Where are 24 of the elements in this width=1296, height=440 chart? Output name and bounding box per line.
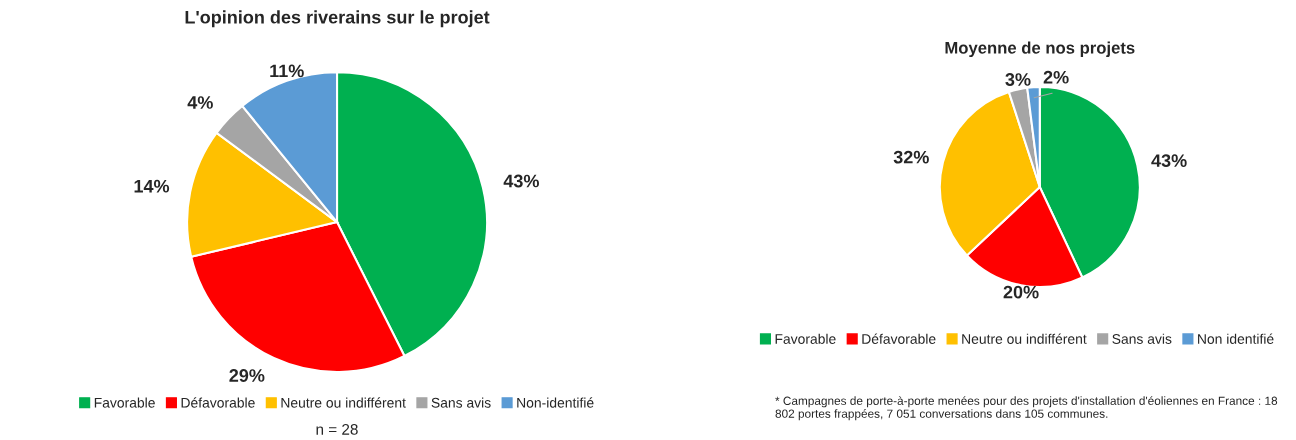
legend-label: Sans avis xyxy=(1112,333,1172,344)
data-label: 43% xyxy=(503,174,539,188)
data-label: 29% xyxy=(229,369,265,382)
data-label: 43% xyxy=(1151,154,1187,168)
legend-label: Sans avis xyxy=(431,397,491,408)
legend-label: Neutre ou indifférent xyxy=(281,397,406,408)
legend-label: Non-identifié xyxy=(517,397,594,408)
data-label: 4% xyxy=(187,96,213,109)
legend-label: Favorable xyxy=(94,397,155,408)
legend-label: Favorable xyxy=(775,333,836,344)
legend-label: Non identifié xyxy=(1198,333,1274,344)
data-label: 14% xyxy=(134,179,170,193)
chart-title: L'opinion des riverains sur le projet xyxy=(185,10,490,28)
data-label: 20% xyxy=(1003,285,1039,299)
data-label: 11% xyxy=(270,64,304,78)
legend-label: Défavorable xyxy=(181,397,255,408)
data-label: 3% xyxy=(1005,73,1031,86)
data-label: 2% xyxy=(1043,70,1069,84)
legend-label: Défavorable xyxy=(862,333,936,344)
text: * Campagnes de porte-à-porte menées pour des projets d'installation d'éoliennes en France : 18 802 portes frappées, 7 051 conversations dans 105 communes. xyxy=(775,396,1278,421)
text: n = 28 xyxy=(316,423,358,435)
data-label: 32% xyxy=(893,150,929,164)
legend-label: Neutre ou indifférent xyxy=(962,333,1087,344)
chart-title: Moyenne de nos projets xyxy=(945,41,1135,58)
